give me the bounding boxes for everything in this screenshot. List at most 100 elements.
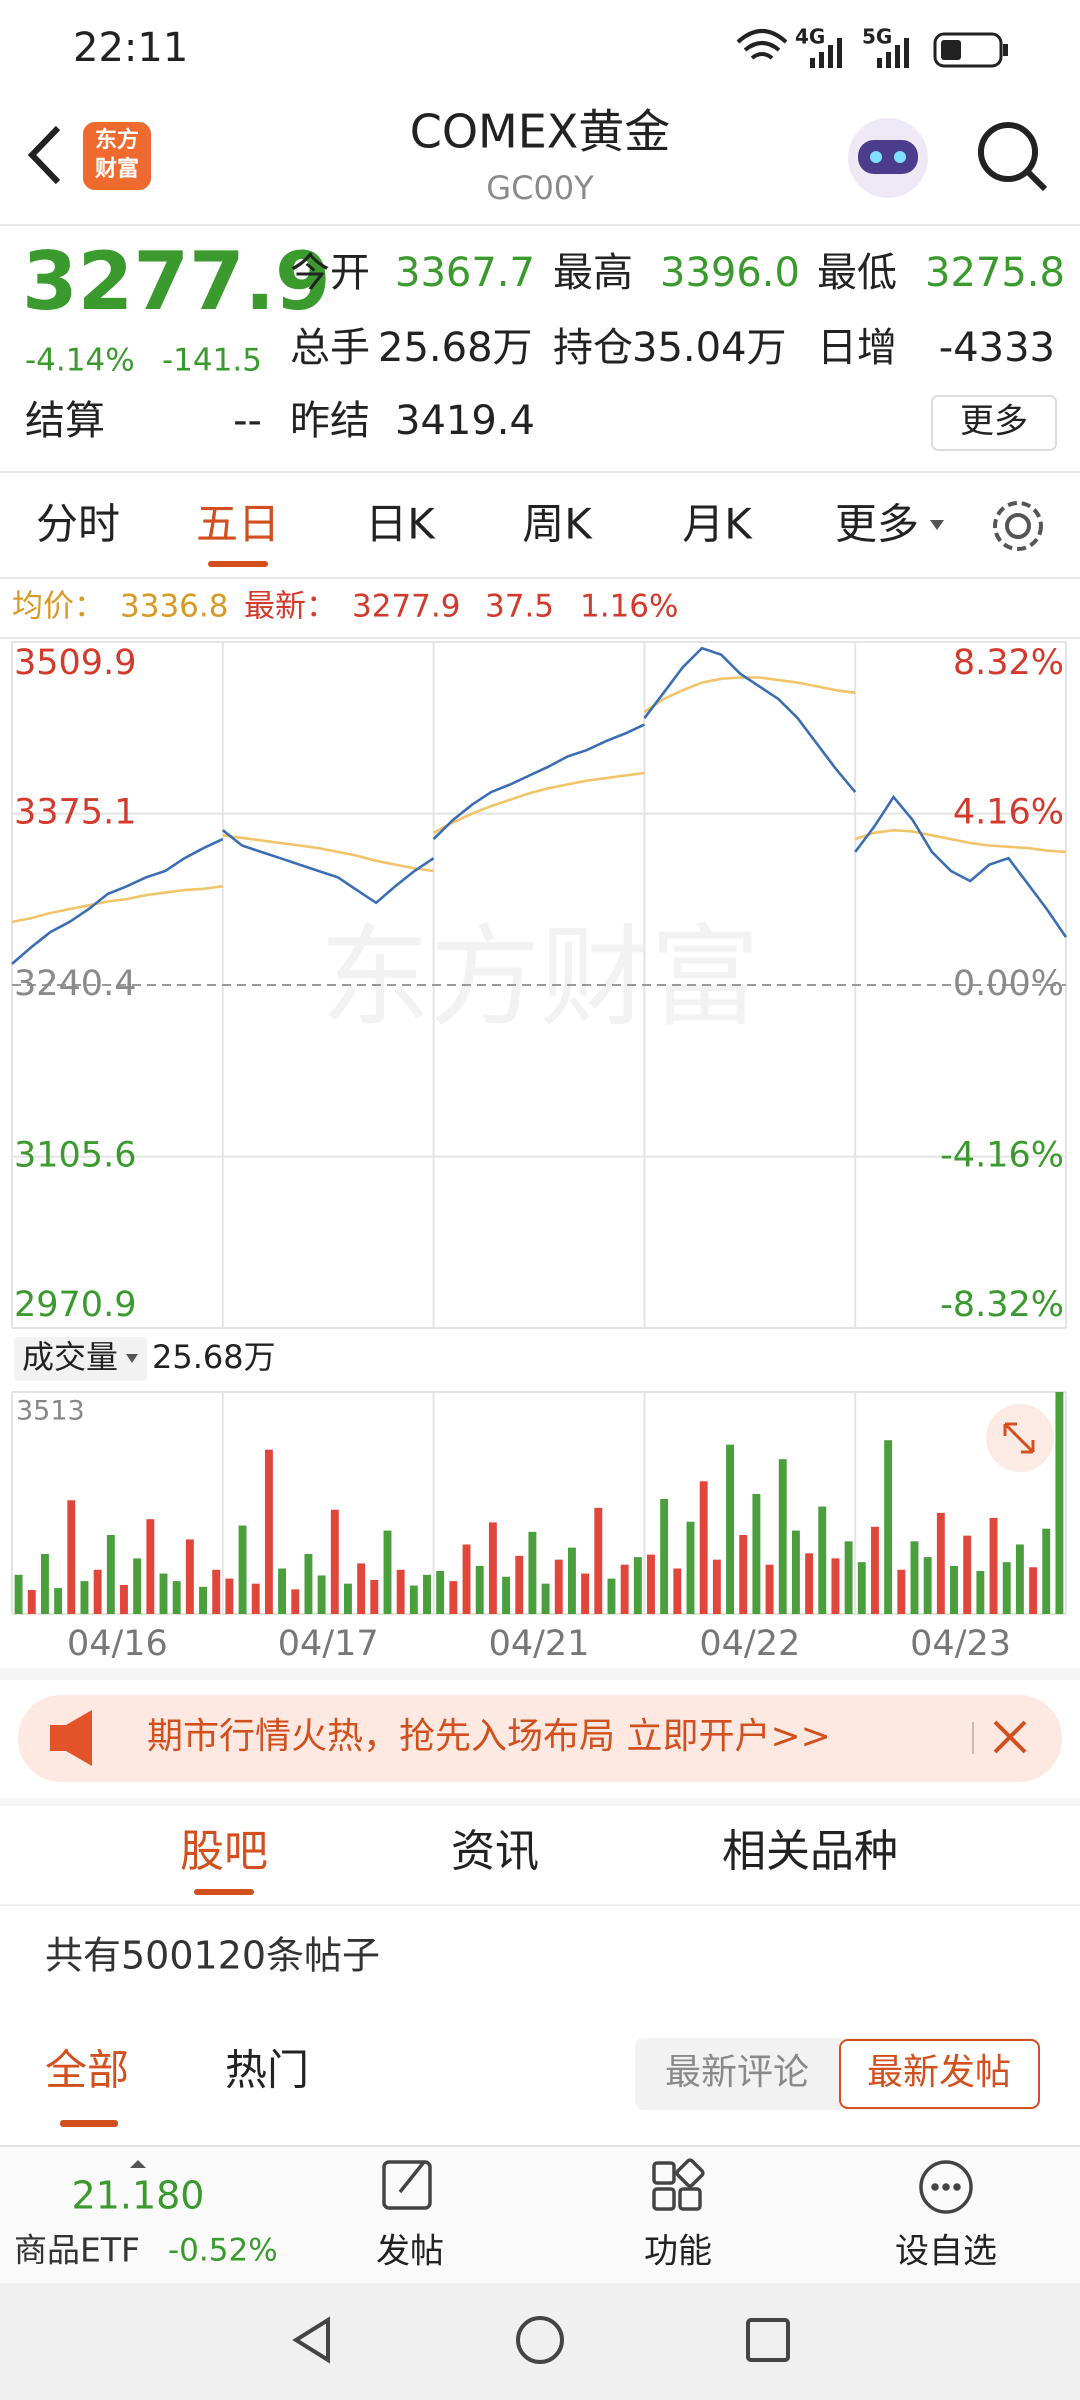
- nav-recent[interactable]: [746, 2318, 790, 2362]
- section-tab[interactable]: 相关品种: [722, 1826, 898, 1877]
- field-label: 日增: [817, 325, 897, 371]
- sort-option[interactable]: 最新发帖: [867, 2052, 1011, 2093]
- volume-bar: [844, 1541, 853, 1614]
- banner-text[interactable]: 期市行情火热，抢先入场布局 立即开户>>: [147, 1716, 831, 1757]
- action-label[interactable]: 设自选: [895, 2232, 997, 2272]
- dropdown-arrow: [126, 1354, 138, 1363]
- more-label[interactable]: 更多: [960, 402, 1028, 442]
- volume-bar: [963, 1535, 972, 1614]
- sort-option-box[interactable]: [839, 2039, 1040, 2109]
- period-tab[interactable]: 分时: [36, 500, 120, 549]
- volume-bar: [146, 1519, 155, 1614]
- last-price: 3277.9: [22, 235, 331, 328]
- volume-bar: [251, 1583, 260, 1614]
- volume-selector[interactable]: [14, 1337, 147, 1381]
- field-value: -4333: [939, 325, 1055, 371]
- field-label: 结算: [25, 398, 105, 444]
- period-tab[interactable]: 五日: [196, 500, 280, 549]
- period-tab[interactable]: 周K: [522, 500, 593, 549]
- price-line: [854, 794, 1068, 938]
- nav-back[interactable]: [292, 2316, 330, 2364]
- assistant-avatar[interactable]: [848, 118, 928, 198]
- price-line: [432, 771, 645, 834]
- volume-label[interactable]: 成交量: [22, 1338, 118, 1376]
- field-value: 35.04万: [632, 325, 787, 371]
- volume-bar: [884, 1440, 893, 1614]
- section-tab[interactable]: 资讯: [451, 1826, 539, 1877]
- volume-bar: [14, 1574, 23, 1614]
- avg-label: 均价：: [12, 589, 105, 625]
- action-label[interactable]: 发帖: [376, 2232, 444, 2272]
- period-tab[interactable]: 更多: [835, 500, 919, 549]
- field-value: 3419.4: [395, 398, 535, 444]
- net-label: 5G: [862, 25, 892, 49]
- page-title: COMEX黄金: [410, 105, 671, 159]
- y-tick-label: 2970.9: [14, 1285, 136, 1325]
- volume-bar: [699, 1481, 708, 1614]
- action-label[interactable]: 功能: [644, 2232, 712, 2272]
- price-line: [222, 834, 434, 873]
- banner-close[interactable]: [993, 1720, 1027, 1754]
- volume-bar: [40, 1553, 49, 1614]
- field-label: 最低: [817, 250, 897, 296]
- y-tick-label: 3509.9: [14, 643, 136, 683]
- expand-arrow[interactable]: [130, 2160, 146, 2168]
- volume-bar: [660, 1498, 669, 1614]
- volume-bar: [80, 1581, 89, 1614]
- volume-bar: [133, 1558, 142, 1614]
- volume-bar: [541, 1583, 550, 1614]
- volume-bar: [673, 1568, 682, 1614]
- back-button[interactable]: [27, 125, 61, 185]
- volume-bar: [225, 1578, 234, 1614]
- volume-bar: [238, 1525, 247, 1614]
- filter-tab[interactable]: 全部: [45, 2046, 129, 2095]
- volume-bar: [54, 1588, 63, 1614]
- etf-change[interactable]: -0.52%: [168, 2233, 278, 2269]
- volume-bar: [647, 1554, 655, 1614]
- volume-bar: [567, 1547, 576, 1614]
- field-label: 今开: [290, 250, 370, 296]
- volume-bar: [27, 1589, 36, 1614]
- latest-label: 最新：: [244, 589, 337, 625]
- field-label: 最高: [553, 250, 633, 296]
- volume-bar: [581, 1573, 590, 1614]
- volume-bar: [488, 1522, 497, 1614]
- promo-banner[interactable]: [18, 1695, 1062, 1782]
- etf-price[interactable]: 21.180: [72, 2174, 205, 2218]
- volume-bar: [989, 1517, 998, 1614]
- y2-tick-label: 8.32%: [953, 643, 1064, 683]
- price-line: [854, 828, 1067, 854]
- y2-tick-label: 4.16%: [953, 793, 1064, 833]
- volume-bar: [554, 1559, 563, 1614]
- app-logo: [83, 122, 151, 190]
- volume-bar: [159, 1573, 168, 1614]
- volume-bar: [344, 1583, 352, 1614]
- volume-bar: [317, 1575, 326, 1614]
- volume-bar: [185, 1539, 194, 1614]
- price-line: [221, 829, 435, 905]
- megaphone-icon: [50, 1710, 92, 1766]
- x-tick-label: 04/17: [278, 1624, 379, 1664]
- search-button[interactable]: [978, 122, 1048, 192]
- volume-bar: [752, 1493, 761, 1614]
- volume-bar: [528, 1531, 537, 1614]
- more-button[interactable]: [931, 395, 1057, 451]
- net-label: 4G: [795, 25, 825, 49]
- volume-bar: [633, 1557, 642, 1614]
- expand-button[interactable]: [986, 1404, 1054, 1472]
- nav-home[interactable]: [516, 2316, 564, 2364]
- period-tab[interactable]: 月K: [682, 500, 753, 549]
- change-pct: -4.14%: [25, 343, 135, 379]
- period-tab[interactable]: 日K: [365, 500, 436, 549]
- price-line: [11, 837, 224, 965]
- settings-button[interactable]: [993, 501, 1043, 551]
- etf-name[interactable]: 商品ETF: [14, 2231, 140, 2270]
- price-line: [432, 723, 645, 841]
- volume-bar: [620, 1564, 629, 1614]
- section-tab[interactable]: 股吧: [180, 1826, 268, 1877]
- filter-tab[interactable]: 热门: [225, 2046, 309, 2095]
- volume-bar: [805, 1553, 814, 1614]
- volume-bar: [172, 1581, 181, 1614]
- page-code: GC00Y: [486, 169, 594, 207]
- sort-option[interactable]: 最新评论: [665, 2052, 809, 2093]
